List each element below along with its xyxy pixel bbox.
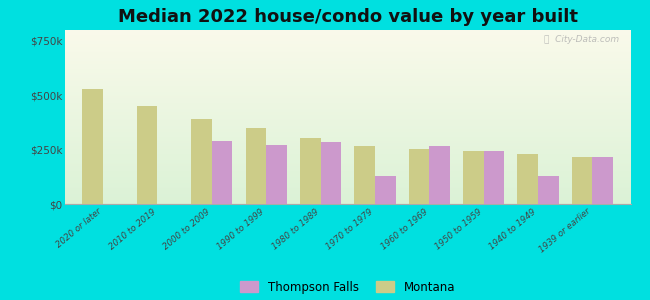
- Bar: [354, 146, 375, 204]
- Bar: [83, 89, 103, 204]
- Bar: [463, 151, 484, 204]
- Bar: [409, 148, 429, 204]
- Bar: [136, 106, 157, 204]
- Text: ⓘ  City-Data.com: ⓘ City-Data.com: [544, 35, 619, 44]
- Bar: [375, 176, 396, 204]
- Bar: [300, 138, 320, 204]
- Bar: [592, 157, 613, 204]
- Bar: [191, 119, 212, 204]
- Bar: [517, 154, 538, 204]
- Title: Median 2022 house/condo value by year built: Median 2022 house/condo value by year bu…: [118, 8, 578, 26]
- Bar: [484, 151, 504, 204]
- Bar: [246, 128, 266, 204]
- Legend: Thompson Falls, Montana: Thompson Falls, Montana: [236, 276, 460, 298]
- Bar: [429, 146, 450, 204]
- Bar: [266, 145, 287, 204]
- Bar: [212, 141, 233, 204]
- Bar: [572, 157, 592, 204]
- Bar: [320, 142, 341, 204]
- Bar: [538, 176, 559, 204]
